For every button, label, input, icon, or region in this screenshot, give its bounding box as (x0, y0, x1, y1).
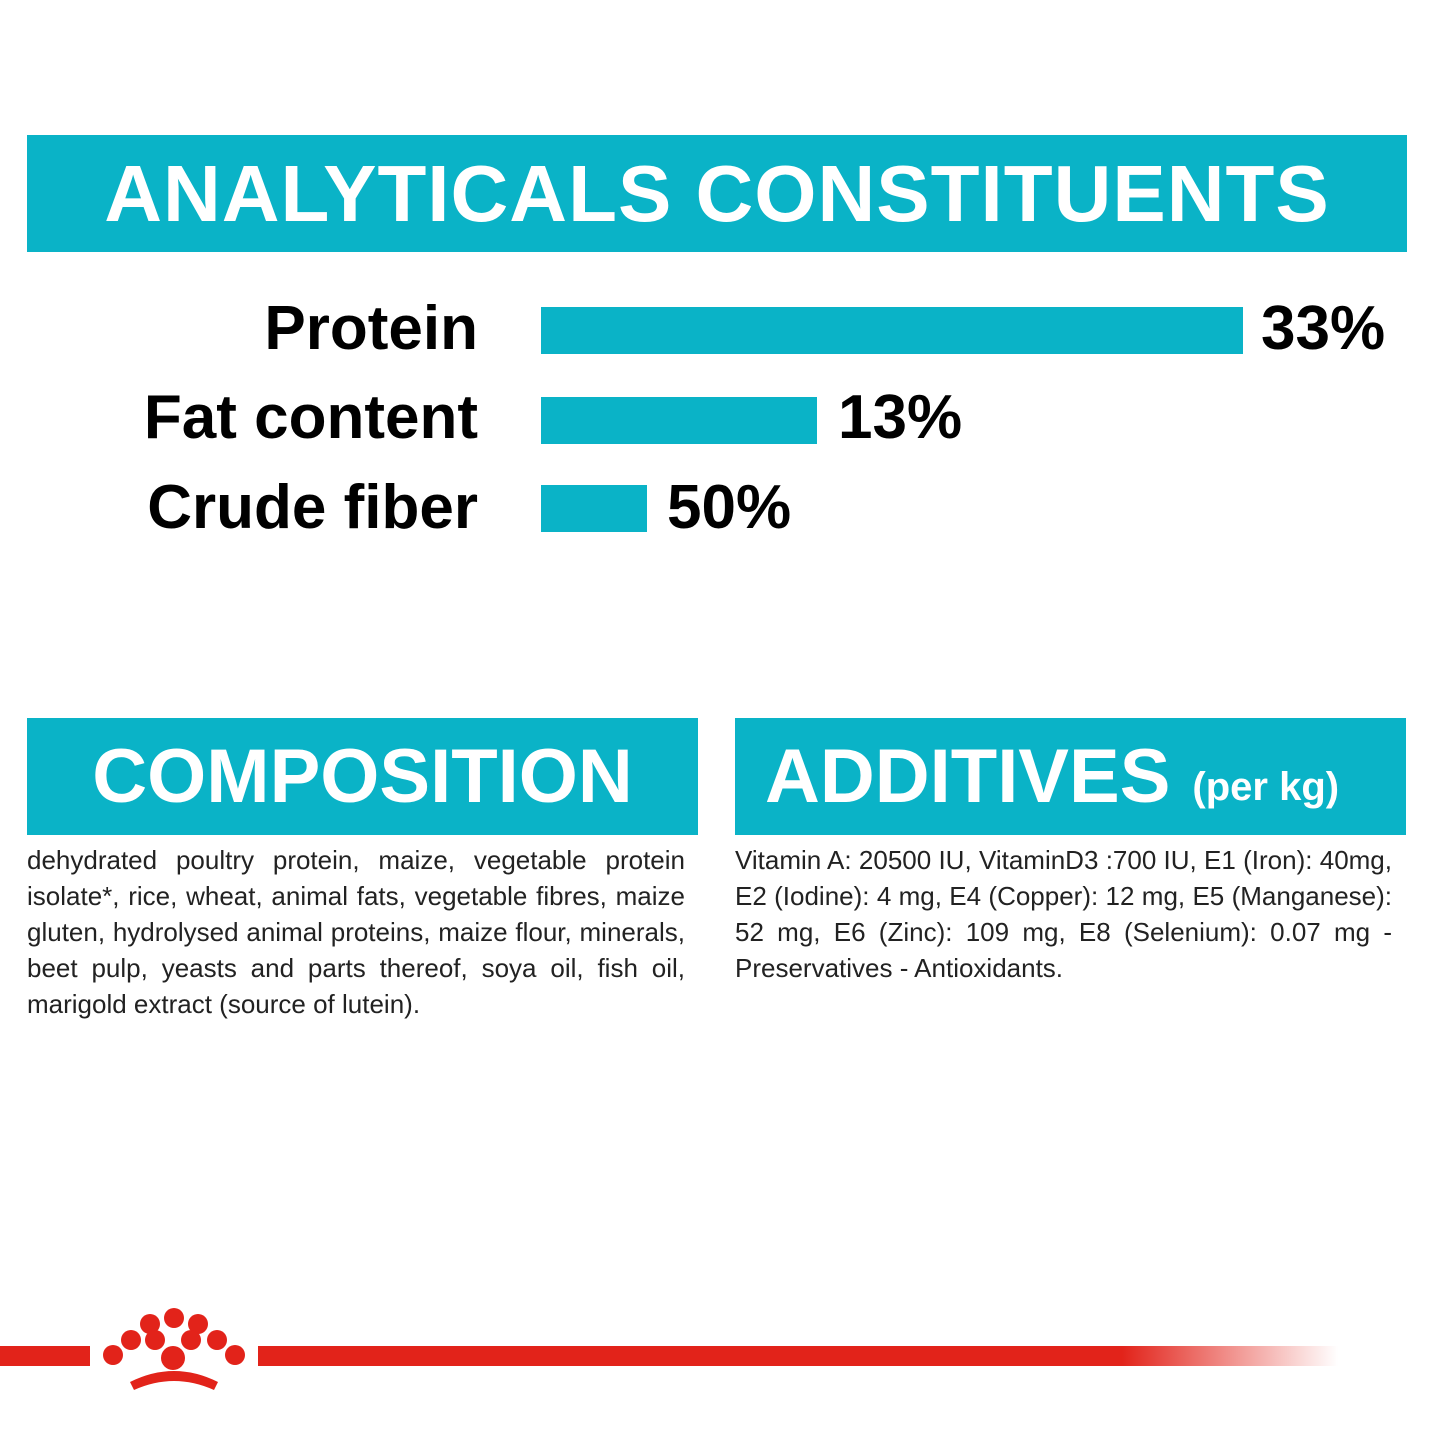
additives-title: ADDITIVES (765, 734, 1171, 819)
constituent-label: Crude fiber (147, 473, 478, 542)
additives-text: Vitamin A: 20500 IU, VitaminD3 :700 IU, … (735, 845, 1392, 983)
constituent-value: 33% (1261, 294, 1386, 363)
constituent-value: 50% (667, 473, 792, 542)
constituent-bar (541, 485, 647, 532)
additives-unit: (per kg) (1192, 765, 1340, 809)
composition-band: COMPOSITION (27, 718, 698, 835)
constituent-bar (541, 307, 1243, 354)
constituent-bar (541, 397, 817, 444)
constituent-label: Fat content (143, 383, 478, 452)
brand-footer (0, 1308, 1338, 1390)
composition-title: COMPOSITION (92, 734, 633, 819)
brand-logo (103, 1308, 245, 1390)
composition-text: dehydrated poultry protein, maize, veget… (27, 845, 685, 1019)
constituent-value: 13% (838, 383, 963, 452)
additives-band: ADDITIVES (per kg) (735, 718, 1406, 835)
constituent-label: Protein (264, 294, 478, 363)
header-title: ANALYTICALS CONSTITUENTS (104, 148, 1330, 238)
header-band: ANALYTICALS CONSTITUENTS (27, 135, 1407, 252)
brand-line (0, 1346, 90, 1366)
brand-line (258, 1346, 1338, 1366)
